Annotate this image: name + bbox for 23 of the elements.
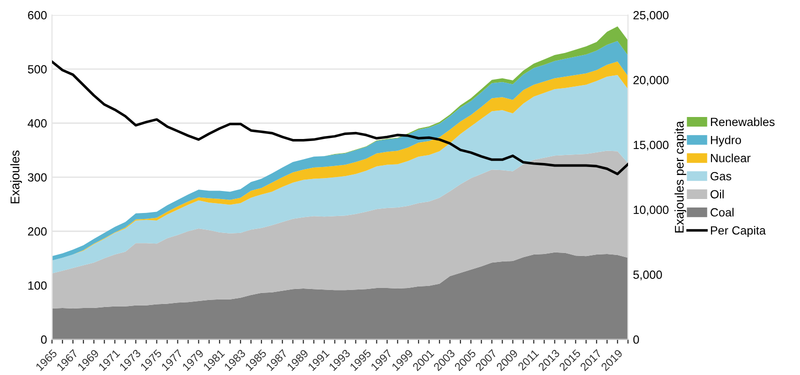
legend-label: Oil [710, 190, 724, 198]
y-axis-title: Exajoules [10, 150, 22, 204]
legend-label: Nuclear [710, 154, 750, 162]
y2-tick-label: 10,000 [634, 206, 669, 216]
y2-tick-label: 20,000 [633, 76, 669, 86]
legend-label: Renewables [710, 117, 775, 126]
y-tick-label: 200 [28, 227, 47, 236]
y-tick-label: 0 [41, 335, 47, 344]
y-tick-label: 100 [28, 281, 47, 290]
legend-label: Gas [710, 172, 732, 180]
y-tick-label: 400 [28, 119, 47, 128]
y-tick-label: 300 [28, 173, 47, 182]
y2-axis-title: Exajoules per capita [674, 120, 686, 232]
legend-label: Hydro [710, 136, 742, 147]
y-tick-label: 500 [28, 65, 47, 74]
y2-tick-label: 5,000 [633, 270, 662, 280]
y2-tick-label: 0 [633, 335, 639, 344]
legend-label: Per Capita [710, 226, 766, 237]
y2-tick-label: 15,000 [634, 140, 669, 151]
y-tick-label: 600 [28, 11, 47, 20]
legend-label: Coal [710, 208, 734, 217]
line-series [52, 60, 628, 176]
y2-tick-label: 25,000 [633, 11, 669, 21]
